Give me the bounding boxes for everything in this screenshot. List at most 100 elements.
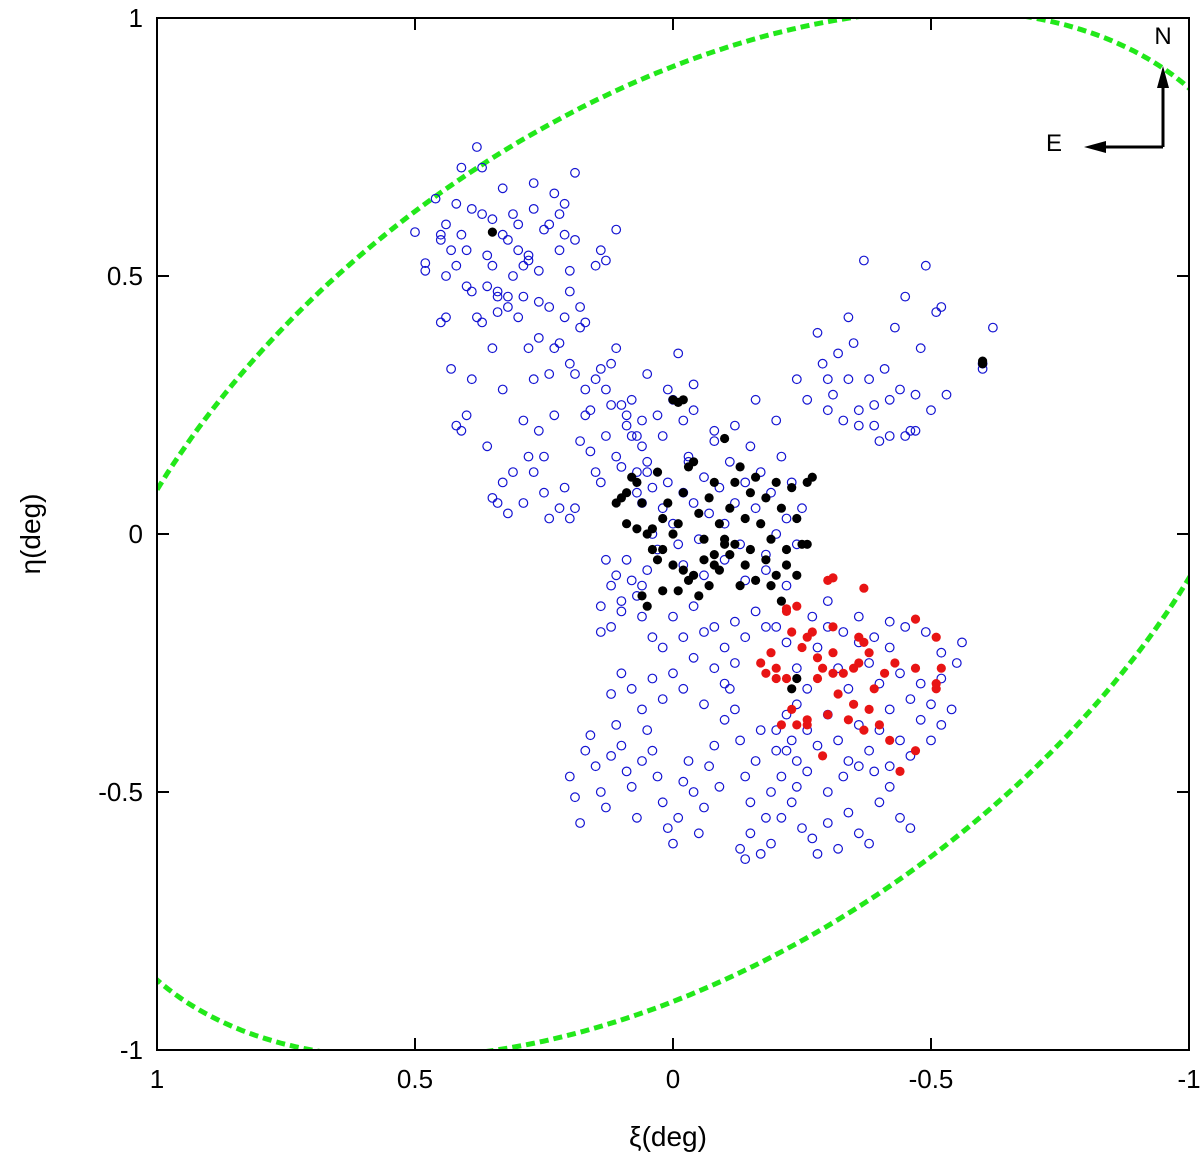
open-point	[590, 467, 601, 478]
red-point	[771, 673, 781, 684]
open-point	[580, 317, 591, 328]
open-point	[637, 611, 647, 622]
open-point	[456, 425, 467, 436]
x-tick-label: 0.5	[397, 1064, 433, 1094]
open-point	[900, 431, 911, 441]
black-point	[766, 534, 776, 544]
open-point	[920, 260, 931, 271]
open-point	[905, 694, 916, 704]
open-point	[662, 384, 673, 395]
open-point	[704, 761, 714, 772]
black-point	[487, 227, 497, 237]
open-point	[724, 683, 735, 694]
boundary-ellipse-layer	[157, 18, 1189, 1050]
open-point	[657, 431, 668, 441]
open-point	[817, 358, 828, 369]
black-point	[678, 488, 688, 498]
red-point	[859, 725, 869, 735]
open-point	[621, 420, 632, 431]
open-point	[611, 343, 622, 354]
black-point	[735, 462, 745, 472]
open-point	[637, 580, 647, 591]
open-point	[776, 771, 787, 782]
open-point	[936, 720, 947, 730]
open-point	[662, 823, 673, 833]
open-point	[595, 477, 606, 488]
black-point	[678, 395, 688, 405]
open-point	[523, 255, 534, 266]
black-point	[807, 472, 817, 482]
open-point	[905, 425, 916, 436]
black-point	[699, 534, 709, 544]
open-point	[822, 405, 833, 416]
open-point	[616, 740, 627, 751]
open-point	[601, 255, 611, 266]
y-tick-label: 0.5	[107, 261, 143, 291]
black-point	[751, 472, 761, 482]
open-point	[884, 616, 895, 627]
open-point	[910, 425, 921, 436]
red-point	[859, 637, 869, 648]
open-point	[900, 291, 911, 302]
open-point	[786, 735, 797, 746]
red-point	[802, 632, 812, 642]
open-point	[874, 797, 885, 808]
red-point	[864, 648, 874, 658]
open-point	[884, 394, 895, 405]
data-points-layer	[410, 142, 998, 864]
open-point	[761, 812, 771, 823]
open-point	[487, 214, 498, 225]
open-point	[833, 735, 843, 746]
open-point	[822, 818, 833, 828]
open-point	[642, 565, 653, 575]
open-point	[786, 797, 797, 808]
open-point	[766, 787, 776, 797]
red-point	[792, 601, 802, 611]
y-axis-title: η(deg)	[15, 494, 46, 575]
open-point	[626, 781, 637, 792]
open-point	[477, 162, 488, 173]
open-point	[936, 673, 947, 684]
series-2	[756, 573, 946, 777]
open-point	[802, 683, 813, 694]
black-point	[622, 519, 632, 529]
open-point	[761, 622, 771, 632]
open-point	[575, 302, 585, 312]
open-point	[549, 188, 560, 199]
open-point	[853, 405, 864, 416]
black-point	[668, 529, 678, 539]
open-point	[611, 451, 622, 462]
open-point	[590, 260, 601, 271]
open-point	[884, 431, 895, 441]
black-point	[781, 560, 792, 570]
red-point	[880, 668, 890, 678]
open-point	[446, 364, 457, 374]
open-point	[828, 389, 838, 400]
y-axis-ticks: 1 0.5 0 -0.5 -1	[98, 3, 1189, 1065]
compass: N E	[1046, 23, 1172, 157]
black-point	[771, 570, 781, 580]
black-point	[647, 544, 658, 555]
open-point	[709, 425, 720, 436]
open-point	[730, 658, 740, 668]
open-point	[833, 663, 843, 674]
open-point	[750, 503, 761, 514]
open-point	[533, 333, 544, 343]
open-point	[585, 405, 596, 416]
open-point	[740, 854, 751, 864]
red-point	[823, 710, 833, 720]
open-point	[657, 694, 668, 704]
open-point	[740, 575, 751, 586]
black-point	[751, 575, 761, 586]
open-point	[699, 699, 709, 710]
open-point	[652, 410, 663, 421]
open-point	[570, 369, 580, 379]
black-point	[714, 519, 725, 529]
open-point	[544, 219, 555, 230]
open-point	[508, 271, 518, 281]
black-point	[725, 503, 735, 513]
open-point	[642, 725, 653, 735]
open-point	[554, 245, 565, 256]
open-point	[941, 389, 952, 400]
